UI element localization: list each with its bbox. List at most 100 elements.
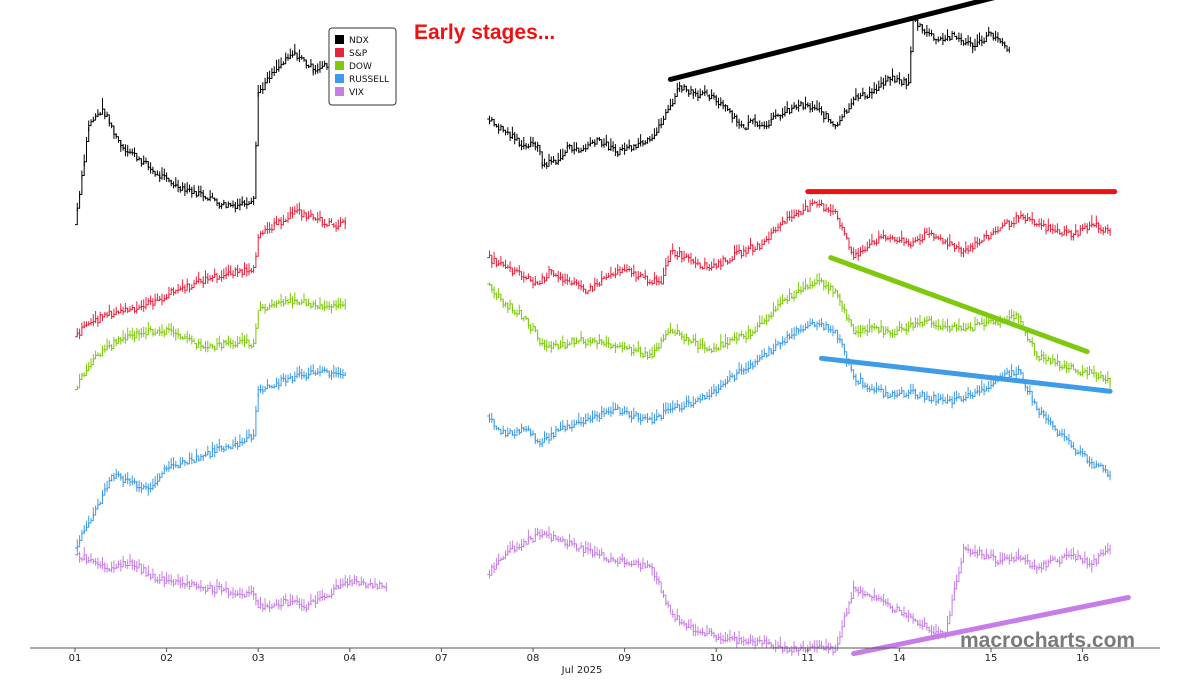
series-vix-segment (668, 604, 671, 612)
legend-items: NDX S&P DOW RUSSELL VIX (335, 35, 389, 98)
series-vix-segment (833, 647, 836, 653)
legend-label: DOW (349, 62, 372, 72)
series-sp-segment (746, 248, 749, 254)
x-ticks: 01 02 03 04 07 08 09 10 11 14 15 16 (69, 648, 1089, 664)
series-layer (75, 16, 1111, 656)
annotation-text: Early stages... (414, 21, 555, 44)
series-dow-segment (253, 328, 257, 344)
series-sp-segment (755, 244, 758, 250)
series-dow-segment (736, 335, 740, 341)
series-russell-segment (794, 328, 797, 336)
series-sp-segment (168, 289, 172, 295)
series-dow-segment (519, 310, 522, 319)
series-ndx-segment (79, 175, 83, 195)
series-vix (75, 526, 1111, 656)
series-russell-segment (79, 532, 83, 541)
x-tick-label: 14 (893, 653, 906, 664)
series-vix-segment (947, 615, 951, 625)
legend-swatch (335, 61, 344, 70)
series-sp-segment (807, 203, 811, 212)
series-russell-segment (255, 392, 259, 412)
x-tick-label: 03 (252, 653, 265, 664)
series-vix-segment (1046, 561, 1049, 568)
series-vix-segment (842, 616, 845, 628)
series-vix-segment (949, 600, 953, 616)
series-sp-segment (255, 236, 259, 257)
x-tick-label: 11 (801, 653, 814, 664)
series-ndx-segment (594, 139, 598, 145)
series-sp-segment (276, 220, 280, 226)
series-dow-segment (569, 339, 573, 345)
series-russell-segment (766, 348, 770, 357)
x-tick-label: 16 (1076, 653, 1089, 664)
legend-box (328, 27, 397, 106)
series-ndx-segment (75, 208, 78, 226)
series-vix-segment (961, 550, 964, 563)
trendline-layer (667, 0, 1131, 657)
series-sp-segment (79, 327, 83, 336)
series-dow-segment (766, 316, 770, 322)
series-ndx-segment (910, 18, 914, 53)
x-tick-label: 08 (527, 653, 540, 664)
series-sp-segment (759, 241, 763, 250)
series-vix-segment (1041, 562, 1045, 570)
series-ndx-segment (842, 111, 845, 118)
legend-label: VIX (349, 88, 364, 98)
series-dow-segment (164, 328, 168, 335)
legend-label: RUSSELL (349, 75, 389, 85)
x-tick-label: 01 (69, 653, 82, 664)
x-tick-label: 15 (985, 653, 998, 664)
legend-swatch (335, 48, 344, 57)
series-sp-segment (968, 246, 971, 252)
series-vix-segment (846, 603, 850, 614)
series-ndx-segment (86, 127, 90, 142)
series-russell-segment (107, 480, 110, 489)
series-vix-segment (489, 566, 493, 576)
x-tick-label: 02 (160, 653, 173, 664)
series-dow-segment (658, 340, 662, 349)
x-tick-label: 09 (618, 653, 631, 664)
series-ndx-segment (81, 161, 85, 176)
trendline-5 (851, 595, 1131, 657)
series-ndx-segment (606, 141, 610, 150)
series-dow-segment (727, 339, 731, 345)
series-sp (75, 199, 1111, 340)
x-axis: 01 02 03 04 07 08 09 10 11 14 15 16 Jul 2025 (30, 647, 1160, 676)
series-ndx-segment (663, 112, 667, 120)
trendline-4 (819, 355, 1113, 394)
series-ndx-segment (617, 149, 621, 156)
series-ndx-segment (253, 145, 257, 199)
series-ndx-segment (84, 141, 87, 163)
series-sp-segment (720, 258, 724, 267)
series-sp-segment (233, 269, 236, 276)
series-vix-segment (658, 581, 662, 593)
series-vix-segment (1096, 555, 1100, 564)
series-dow-segment (221, 341, 225, 349)
series-russell-segment (278, 378, 282, 387)
series-ndx (75, 16, 1010, 226)
series-dow-segment (255, 313, 259, 329)
series-dow-segment (794, 292, 797, 298)
series-vix-segment (1059, 557, 1063, 564)
legend: NDX S&P DOW RUSSELL VIX (328, 27, 397, 106)
series-dow (75, 273, 1111, 391)
series-sp-segment (1013, 215, 1017, 225)
series-vix-segment (143, 567, 147, 576)
legend-label: NDX (349, 36, 369, 46)
series-sp-segment (258, 233, 261, 239)
series-dow-segment (79, 375, 83, 380)
series-sp-segment (546, 269, 550, 279)
x-tick-label: 10 (710, 653, 723, 664)
series-russell-segment (253, 411, 257, 437)
series-ndx-segment (255, 92, 259, 147)
legend-label: S&P (349, 49, 368, 59)
series-ndx-segment (908, 51, 912, 84)
watermark-text: macrocharts.com (960, 629, 1135, 652)
series-russell-segment (752, 361, 756, 368)
legend-swatch (335, 87, 344, 96)
series-sp-segment (97, 314, 101, 324)
series-ndx-segment (672, 96, 676, 105)
trendline-3 (828, 255, 1090, 355)
legend-swatch (335, 74, 344, 83)
series-sp-segment (668, 252, 671, 262)
